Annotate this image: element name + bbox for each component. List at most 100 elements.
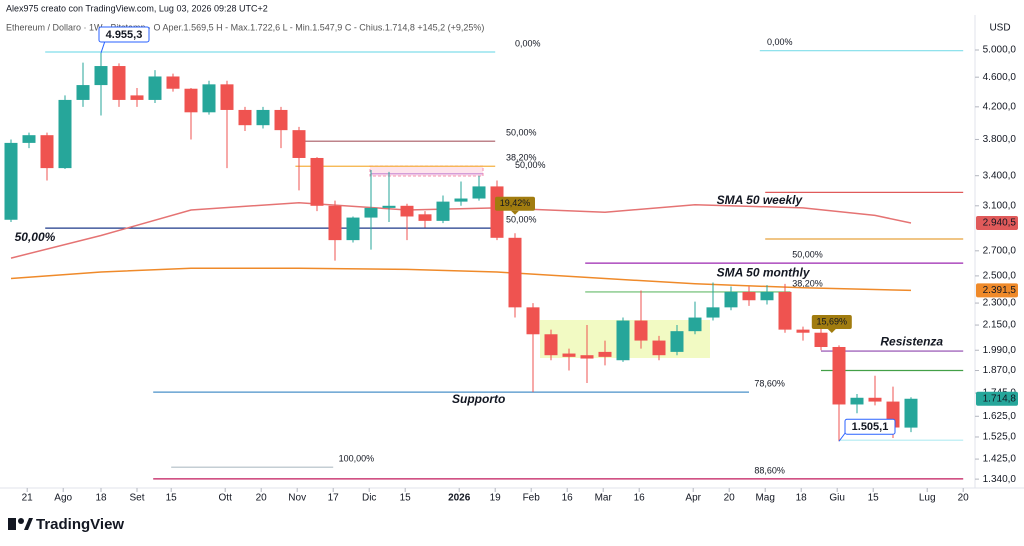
candle-body (490, 186, 504, 238)
x-tick-label: Giu (829, 493, 845, 504)
candle-body (724, 291, 738, 308)
sma-label: SMA 50 weekly (717, 193, 804, 207)
x-tick-label: 15 (166, 493, 178, 504)
logo (8, 518, 33, 530)
sma-line (10, 267, 912, 292)
candle-body (112, 66, 126, 100)
unit: USD (989, 23, 1010, 34)
candle-body (382, 205, 396, 208)
candle-body (58, 99, 72, 169)
candle-body (220, 84, 234, 110)
candle-body (652, 340, 666, 356)
candle-body (796, 329, 810, 333)
level-label: 78,60% (754, 379, 785, 389)
sma-line (10, 201, 912, 259)
candle-body (562, 353, 576, 357)
callout-label: 4.955,3 (106, 29, 143, 41)
candle-body (256, 109, 270, 126)
y-tick-label: 3.400,0 (983, 170, 1017, 181)
annotation: Supporto (452, 392, 505, 406)
x-tick-label: 19 (490, 493, 502, 504)
candle-body (472, 186, 486, 199)
price-label-box (976, 216, 1018, 231)
price-label: 2.391,5 (983, 285, 1017, 296)
y-tick-label: 4.200,0 (983, 101, 1017, 112)
level-label: 0,00% (767, 37, 793, 47)
candle-body (868, 397, 882, 402)
callout-box (844, 418, 896, 435)
candle-body (292, 130, 306, 158)
candle-body (4, 142, 18, 220)
tag-label: 15,69% (817, 316, 848, 326)
candle-body (544, 334, 558, 356)
y-tick-label: 5.000,0 (983, 45, 1017, 56)
candle-body (454, 198, 468, 202)
level-label: 50,00% (515, 160, 546, 170)
x-tick-label: 15 (868, 493, 880, 504)
x-tick-label: 2026 (448, 493, 471, 504)
x-tick-label: 18 (95, 493, 107, 504)
annotation: 50,00% (15, 230, 56, 244)
y-tick-label: 3.800,0 (983, 134, 1017, 145)
candle-body (670, 331, 684, 352)
candle-body (274, 109, 288, 131)
annotation: Resistenza (880, 334, 943, 348)
candle-body (742, 291, 756, 301)
candle-body (508, 237, 522, 308)
callout-pointer (838, 425, 846, 442)
y-tick-label: 1.870,0 (983, 365, 1017, 376)
tag-box (495, 196, 535, 211)
candle-body (850, 397, 864, 405)
candle-body (634, 320, 648, 341)
y-tick-label: 3.100,0 (983, 200, 1017, 211)
candle-body (688, 317, 702, 332)
candle-body (616, 320, 630, 361)
y-tick-label: 2.300,0 (983, 298, 1017, 309)
brand: TradingView (36, 516, 124, 533)
x-tick-label: 15 (400, 493, 412, 504)
x-tick-label: Feb (523, 493, 541, 504)
x-tick-label: Mar (595, 493, 613, 504)
level-label: 0,00% (515, 38, 541, 48)
y-tick-label: 1.990,0 (983, 345, 1017, 356)
y-tick-label: 2.700,0 (983, 245, 1017, 256)
tag-label: 19,42% (500, 198, 531, 208)
candle-body (238, 109, 252, 126)
y-tick-label: 1.425,0 (983, 454, 1017, 465)
candle-body (400, 205, 414, 217)
tag-box (811, 315, 852, 330)
sma-label: SMA 50 monthly (717, 265, 811, 279)
candle-body (166, 76, 180, 89)
x-tick-label: Nov (288, 493, 306, 504)
x-tick-label: 16 (562, 493, 574, 504)
level-label: 38,20% (506, 153, 537, 163)
callout-box (98, 26, 150, 43)
tag-pointer (827, 329, 836, 334)
x-tick-label: 20 (958, 493, 970, 504)
x-tick-label: 17 (328, 493, 340, 504)
level-label: 38,20% (792, 278, 823, 288)
candle-body (94, 66, 108, 86)
candle-body (580, 355, 594, 359)
callout-pointer (100, 40, 111, 54)
candle-body (130, 95, 144, 100)
x-tick-label: Apr (685, 493, 701, 504)
candle-body (526, 307, 540, 335)
candle-body (76, 85, 90, 100)
candle-body (418, 214, 432, 221)
legend: Ethereum / Dollaro · 1W · Bitstamp · O A… (6, 22, 484, 32)
candle-body (364, 207, 378, 218)
y-tick-label: 1.525,0 (983, 432, 1017, 443)
candle-body (598, 351, 612, 357)
candle-body (22, 135, 36, 143)
credit: Alex975 creato con TradingView.com, Lug … (6, 3, 268, 13)
tag-pointer (511, 210, 519, 215)
candle-body (706, 307, 720, 318)
y-tick-label: 1.625,0 (983, 411, 1017, 422)
candle-body (310, 157, 324, 206)
price-label: 1.714,8 (983, 393, 1017, 404)
candle-body (148, 76, 162, 100)
level-label: 50,00% (792, 249, 823, 259)
candle-body (202, 84, 216, 113)
x-tick-label: 16 (634, 493, 646, 504)
